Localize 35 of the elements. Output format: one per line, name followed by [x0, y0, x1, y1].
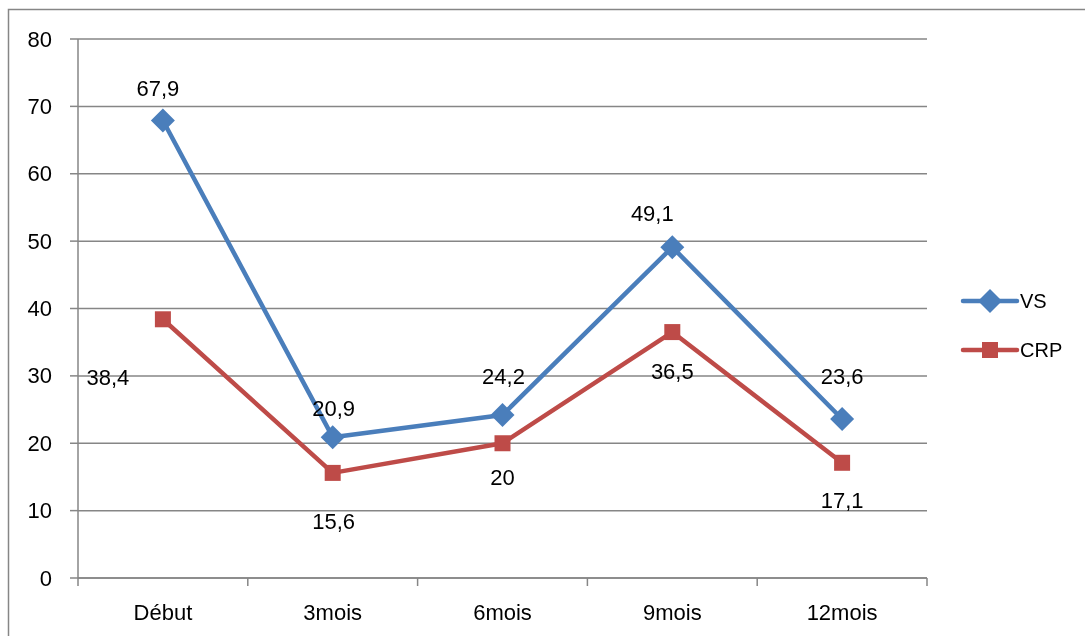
- point: [320, 425, 345, 450]
- legend-label: VS: [1020, 290, 1047, 312]
- data-label: 38,4: [86, 364, 130, 390]
- x-tick-label: 3mois: [303, 599, 363, 625]
- y-tick-label: 20: [27, 430, 52, 456]
- data-label: 24,2: [482, 364, 525, 390]
- point: [830, 406, 855, 431]
- point: [150, 108, 175, 133]
- data-label: 15,6: [312, 509, 356, 535]
- y-tick-label: 40: [27, 296, 52, 321]
- point: [664, 324, 681, 341]
- point: [154, 311, 171, 328]
- y-tick-label: 80: [27, 26, 52, 52]
- point: [660, 235, 685, 260]
- data-label: 23,6: [820, 364, 864, 390]
- y-tick-label: 0: [39, 565, 52, 591]
- point: [324, 464, 341, 481]
- legend-label: CRP: [1020, 339, 1063, 361]
- point: [494, 435, 511, 452]
- y-tick-label: 70: [27, 93, 52, 119]
- data-label: 17,1: [820, 488, 864, 514]
- y-tick-label: 50: [27, 228, 52, 254]
- y-tick-label: 60: [27, 161, 52, 187]
- data-label: 49,1: [630, 200, 674, 226]
- data-label: 36,5: [650, 358, 694, 384]
- data-label: 67,9: [136, 76, 180, 102]
- point: [834, 454, 851, 471]
- point: [490, 402, 515, 427]
- x-tick-label: Début: [133, 599, 193, 625]
- x-tick-label: 6mois: [473, 599, 532, 625]
- y-tick-label: 10: [27, 498, 52, 524]
- data-label: 20: [490, 464, 515, 490]
- x-tick-label: 9mois: [642, 599, 702, 625]
- y-tick-label: 30: [27, 363, 52, 389]
- x-tick-label: 12mois: [806, 599, 878, 625]
